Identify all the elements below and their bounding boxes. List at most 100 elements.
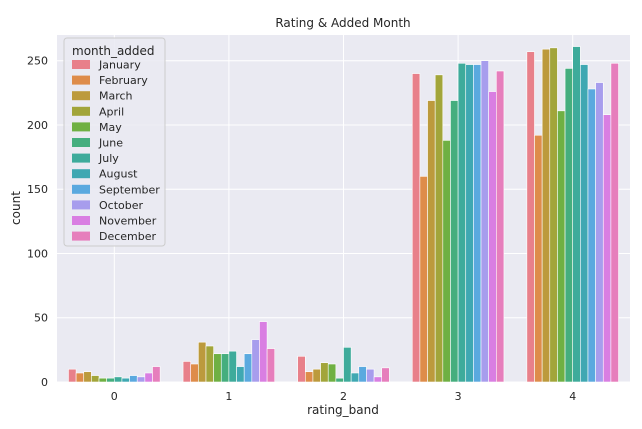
legend: month_added January February March April May… xyxy=(63,37,166,247)
legend-items: January February March April May June July Augu… xyxy=(72,59,160,243)
bar-march-2 xyxy=(312,368,321,383)
bar-february-1 xyxy=(190,363,199,383)
legend-swatch xyxy=(72,75,90,85)
bar-june-4 xyxy=(564,68,573,383)
x-axis-label: rating_band xyxy=(307,403,379,417)
bar-march-4 xyxy=(541,48,551,383)
bar-december-0 xyxy=(152,366,161,383)
legend-swatch xyxy=(72,91,90,101)
y-tick-labels: 0 50 100 150 200 250 xyxy=(27,55,48,389)
bar-june-1 xyxy=(220,353,230,383)
bar-march-3 xyxy=(427,100,436,383)
bar-november-0 xyxy=(144,372,153,383)
legend-label: November xyxy=(99,215,157,228)
bar-september-4 xyxy=(587,88,596,383)
bar-january-2 xyxy=(297,355,306,383)
y-tick-label: 100 xyxy=(27,247,48,260)
bar-september-1 xyxy=(243,353,253,383)
bar-april-0 xyxy=(91,375,100,383)
bar-january-0 xyxy=(68,368,77,383)
legend-label: September xyxy=(99,183,160,196)
legend-title: month_added xyxy=(72,44,155,58)
bar-april-1 xyxy=(205,345,214,383)
legend-box xyxy=(63,37,166,247)
legend-label: July xyxy=(98,152,119,165)
x-tick-label: 1 xyxy=(225,390,232,403)
bar-july-3 xyxy=(457,62,467,383)
y-tick-label: 250 xyxy=(27,55,48,68)
legend-label: April xyxy=(99,105,124,118)
legend-swatch xyxy=(72,60,90,69)
x-tick-label: 2 xyxy=(340,390,347,403)
bar-august-1 xyxy=(236,366,245,383)
bar-november-1 xyxy=(259,321,268,383)
bar-november-2 xyxy=(373,376,382,383)
legend-swatch xyxy=(72,169,90,179)
bar-december-2 xyxy=(381,367,390,383)
bar-august-4 xyxy=(580,64,589,383)
bar-august-2 xyxy=(350,372,360,383)
legend-swatch xyxy=(72,231,90,241)
bars xyxy=(68,46,619,383)
legend-label: June xyxy=(98,137,123,150)
bar-december-1 xyxy=(266,348,276,383)
legend-swatch xyxy=(72,153,90,163)
legend-label: December xyxy=(99,230,157,243)
bar-march-1 xyxy=(198,341,207,383)
bar-november-4 xyxy=(602,114,612,383)
bar-january-3 xyxy=(411,73,421,383)
bar-july-0 xyxy=(114,376,123,383)
bar-march-0 xyxy=(83,371,92,383)
bar-september-3 xyxy=(473,64,482,383)
legend-swatch xyxy=(72,106,90,116)
y-axis-label: count xyxy=(9,191,23,225)
bar-february-2 xyxy=(304,371,314,383)
bar-may-1 xyxy=(213,353,222,383)
bar-february-4 xyxy=(534,134,543,383)
bar-september-2 xyxy=(358,366,367,383)
x-tick-labels: 0 1 2 3 4 xyxy=(111,390,576,403)
chart-title: Rating & Added Month xyxy=(275,16,410,30)
bar-april-4 xyxy=(549,47,558,383)
legend-swatch xyxy=(72,200,90,210)
legend-label: August xyxy=(99,168,138,181)
bar-january-4 xyxy=(526,51,535,383)
y-tick-label: 50 xyxy=(34,312,48,325)
bar-september-0 xyxy=(129,375,138,383)
x-tick-label: 3 xyxy=(455,390,462,403)
bar-june-3 xyxy=(450,100,459,383)
bar-may-2 xyxy=(327,363,337,383)
bar-october-4 xyxy=(595,82,604,383)
legend-label: May xyxy=(99,121,122,134)
legend-swatch xyxy=(72,122,90,132)
bar-december-4 xyxy=(610,62,619,383)
x-tick-label: 0 xyxy=(111,390,118,403)
bar-april-2 xyxy=(320,362,329,383)
bar-january-1 xyxy=(182,361,191,383)
legend-label: January xyxy=(98,59,141,72)
bar-august-3 xyxy=(465,64,474,383)
bar-august-0 xyxy=(121,377,130,383)
bar-october-2 xyxy=(366,368,375,383)
legend-label: March xyxy=(99,90,133,103)
legend-label: February xyxy=(99,74,148,87)
bar-october-3 xyxy=(480,60,489,383)
x-tick-label: 4 xyxy=(569,390,576,403)
legend-swatch xyxy=(72,138,90,147)
legend-swatch xyxy=(72,216,90,225)
y-tick-label: 150 xyxy=(27,183,48,196)
bar-october-1 xyxy=(251,339,260,383)
legend-swatch xyxy=(72,184,90,194)
legend-label: October xyxy=(99,199,143,212)
bar-february-0 xyxy=(75,372,85,383)
bar-may-4 xyxy=(557,110,566,383)
bar-may-0 xyxy=(98,377,107,383)
bar-june-2 xyxy=(335,377,344,383)
y-tick-label: 200 xyxy=(27,119,48,132)
bar-april-3 xyxy=(434,74,444,383)
y-tick-label: 0 xyxy=(41,376,48,389)
bar-july-4 xyxy=(572,46,581,383)
bar-july-1 xyxy=(228,350,237,383)
